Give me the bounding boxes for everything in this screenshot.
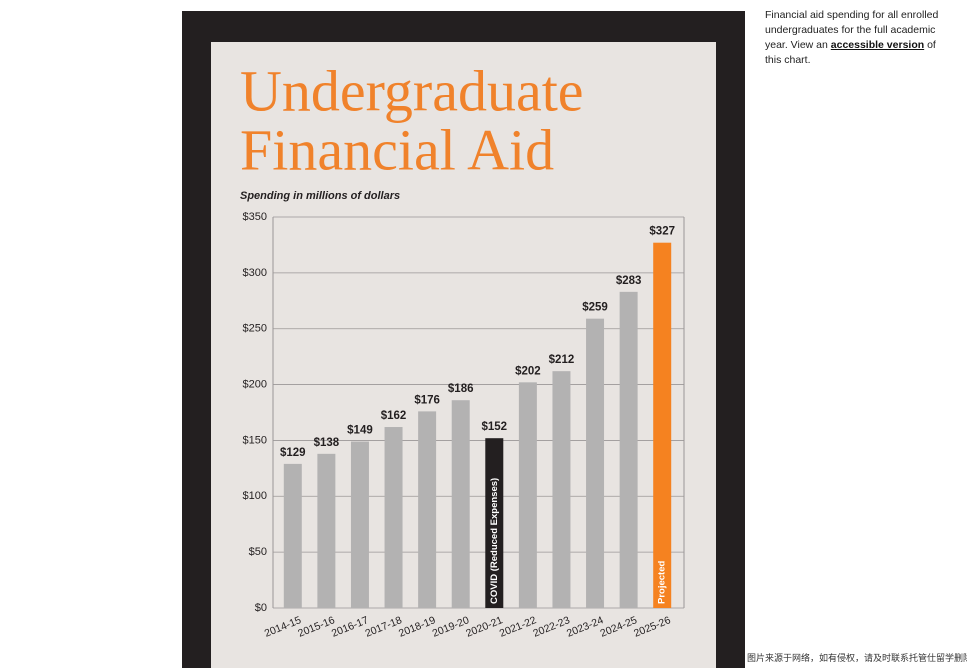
bar-note: COVID (Reduced Expenses) — [489, 478, 500, 604]
y-tick-label: $0 — [255, 602, 267, 614]
y-tick-label: $200 — [243, 378, 267, 390]
data-label: $259 — [582, 302, 608, 314]
data-label: $186 — [448, 383, 474, 395]
bar — [619, 291, 638, 608]
bar — [418, 411, 437, 608]
chart-subtitle: Spending in millions of dollars — [240, 190, 400, 202]
data-label: $176 — [414, 394, 440, 406]
y-tick-label: $50 — [249, 546, 267, 558]
bar — [451, 400, 470, 608]
bar — [485, 438, 504, 608]
bar — [350, 441, 369, 608]
data-label: $129 — [280, 447, 306, 459]
caption-text: Financial aid spending for all enrolled … — [765, 9, 939, 51]
bar — [586, 318, 605, 608]
data-label: $138 — [314, 437, 340, 449]
bar — [653, 242, 672, 609]
caption-text: of this chart. — [765, 39, 936, 66]
y-tick-label: $250 — [243, 323, 267, 335]
y-tick-label: $300 — [243, 267, 267, 279]
bar — [283, 463, 302, 608]
watermark: 图片来源于网络，如有侵权，请及时联系托管仕留学删除 — [747, 653, 967, 663]
data-label: $327 — [649, 226, 675, 238]
bar — [552, 371, 571, 608]
y-tick-label: $150 — [243, 434, 267, 446]
data-label: $149 — [347, 425, 373, 437]
y-tick-label: $100 — [243, 490, 267, 502]
chart-title: Financial Aid — [240, 117, 554, 182]
data-label: $212 — [549, 354, 575, 366]
bar-note: Projected — [657, 561, 668, 604]
bar — [384, 427, 403, 608]
data-label: $202 — [515, 365, 541, 377]
caption: Financial aid spending for all enrolled … — [765, 8, 950, 68]
accessible-link[interactable]: accessible version — [830, 39, 925, 51]
y-tick-label: $350 — [243, 211, 267, 223]
data-label: $162 — [381, 410, 407, 422]
bar — [317, 453, 336, 608]
data-label: $283 — [616, 275, 642, 287]
chart-title: Undergraduate — [240, 58, 584, 123]
bar — [518, 382, 537, 608]
data-label: $152 — [481, 421, 507, 433]
